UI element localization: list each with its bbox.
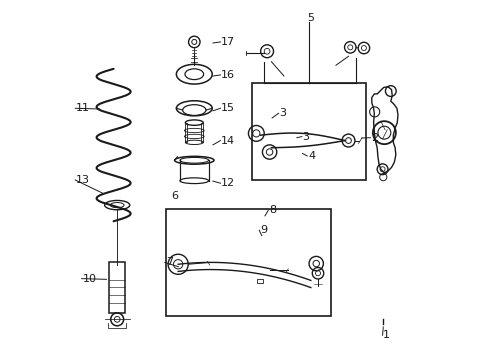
Text: 8: 8 bbox=[268, 206, 275, 216]
Text: 12: 12 bbox=[221, 178, 235, 188]
Text: 10: 10 bbox=[82, 274, 96, 284]
Text: 11: 11 bbox=[76, 103, 90, 113]
Text: 17: 17 bbox=[221, 37, 235, 47]
Text: 15: 15 bbox=[221, 103, 235, 113]
Text: 16: 16 bbox=[221, 70, 235, 80]
Text: 4: 4 bbox=[307, 151, 314, 161]
Text: 3: 3 bbox=[302, 132, 309, 141]
Text: 3: 3 bbox=[279, 108, 285, 118]
Text: 9: 9 bbox=[260, 225, 266, 235]
Text: 14: 14 bbox=[221, 136, 235, 145]
Bar bbox=[251, 83, 366, 180]
Text: 6: 6 bbox=[171, 191, 178, 201]
Text: 1: 1 bbox=[383, 330, 389, 340]
Text: 13: 13 bbox=[76, 175, 90, 185]
Bar bbox=[257, 279, 262, 283]
Bar bbox=[165, 209, 330, 316]
Text: 2: 2 bbox=[370, 133, 377, 143]
Text: 7: 7 bbox=[165, 257, 172, 267]
Text: 5: 5 bbox=[307, 13, 314, 23]
